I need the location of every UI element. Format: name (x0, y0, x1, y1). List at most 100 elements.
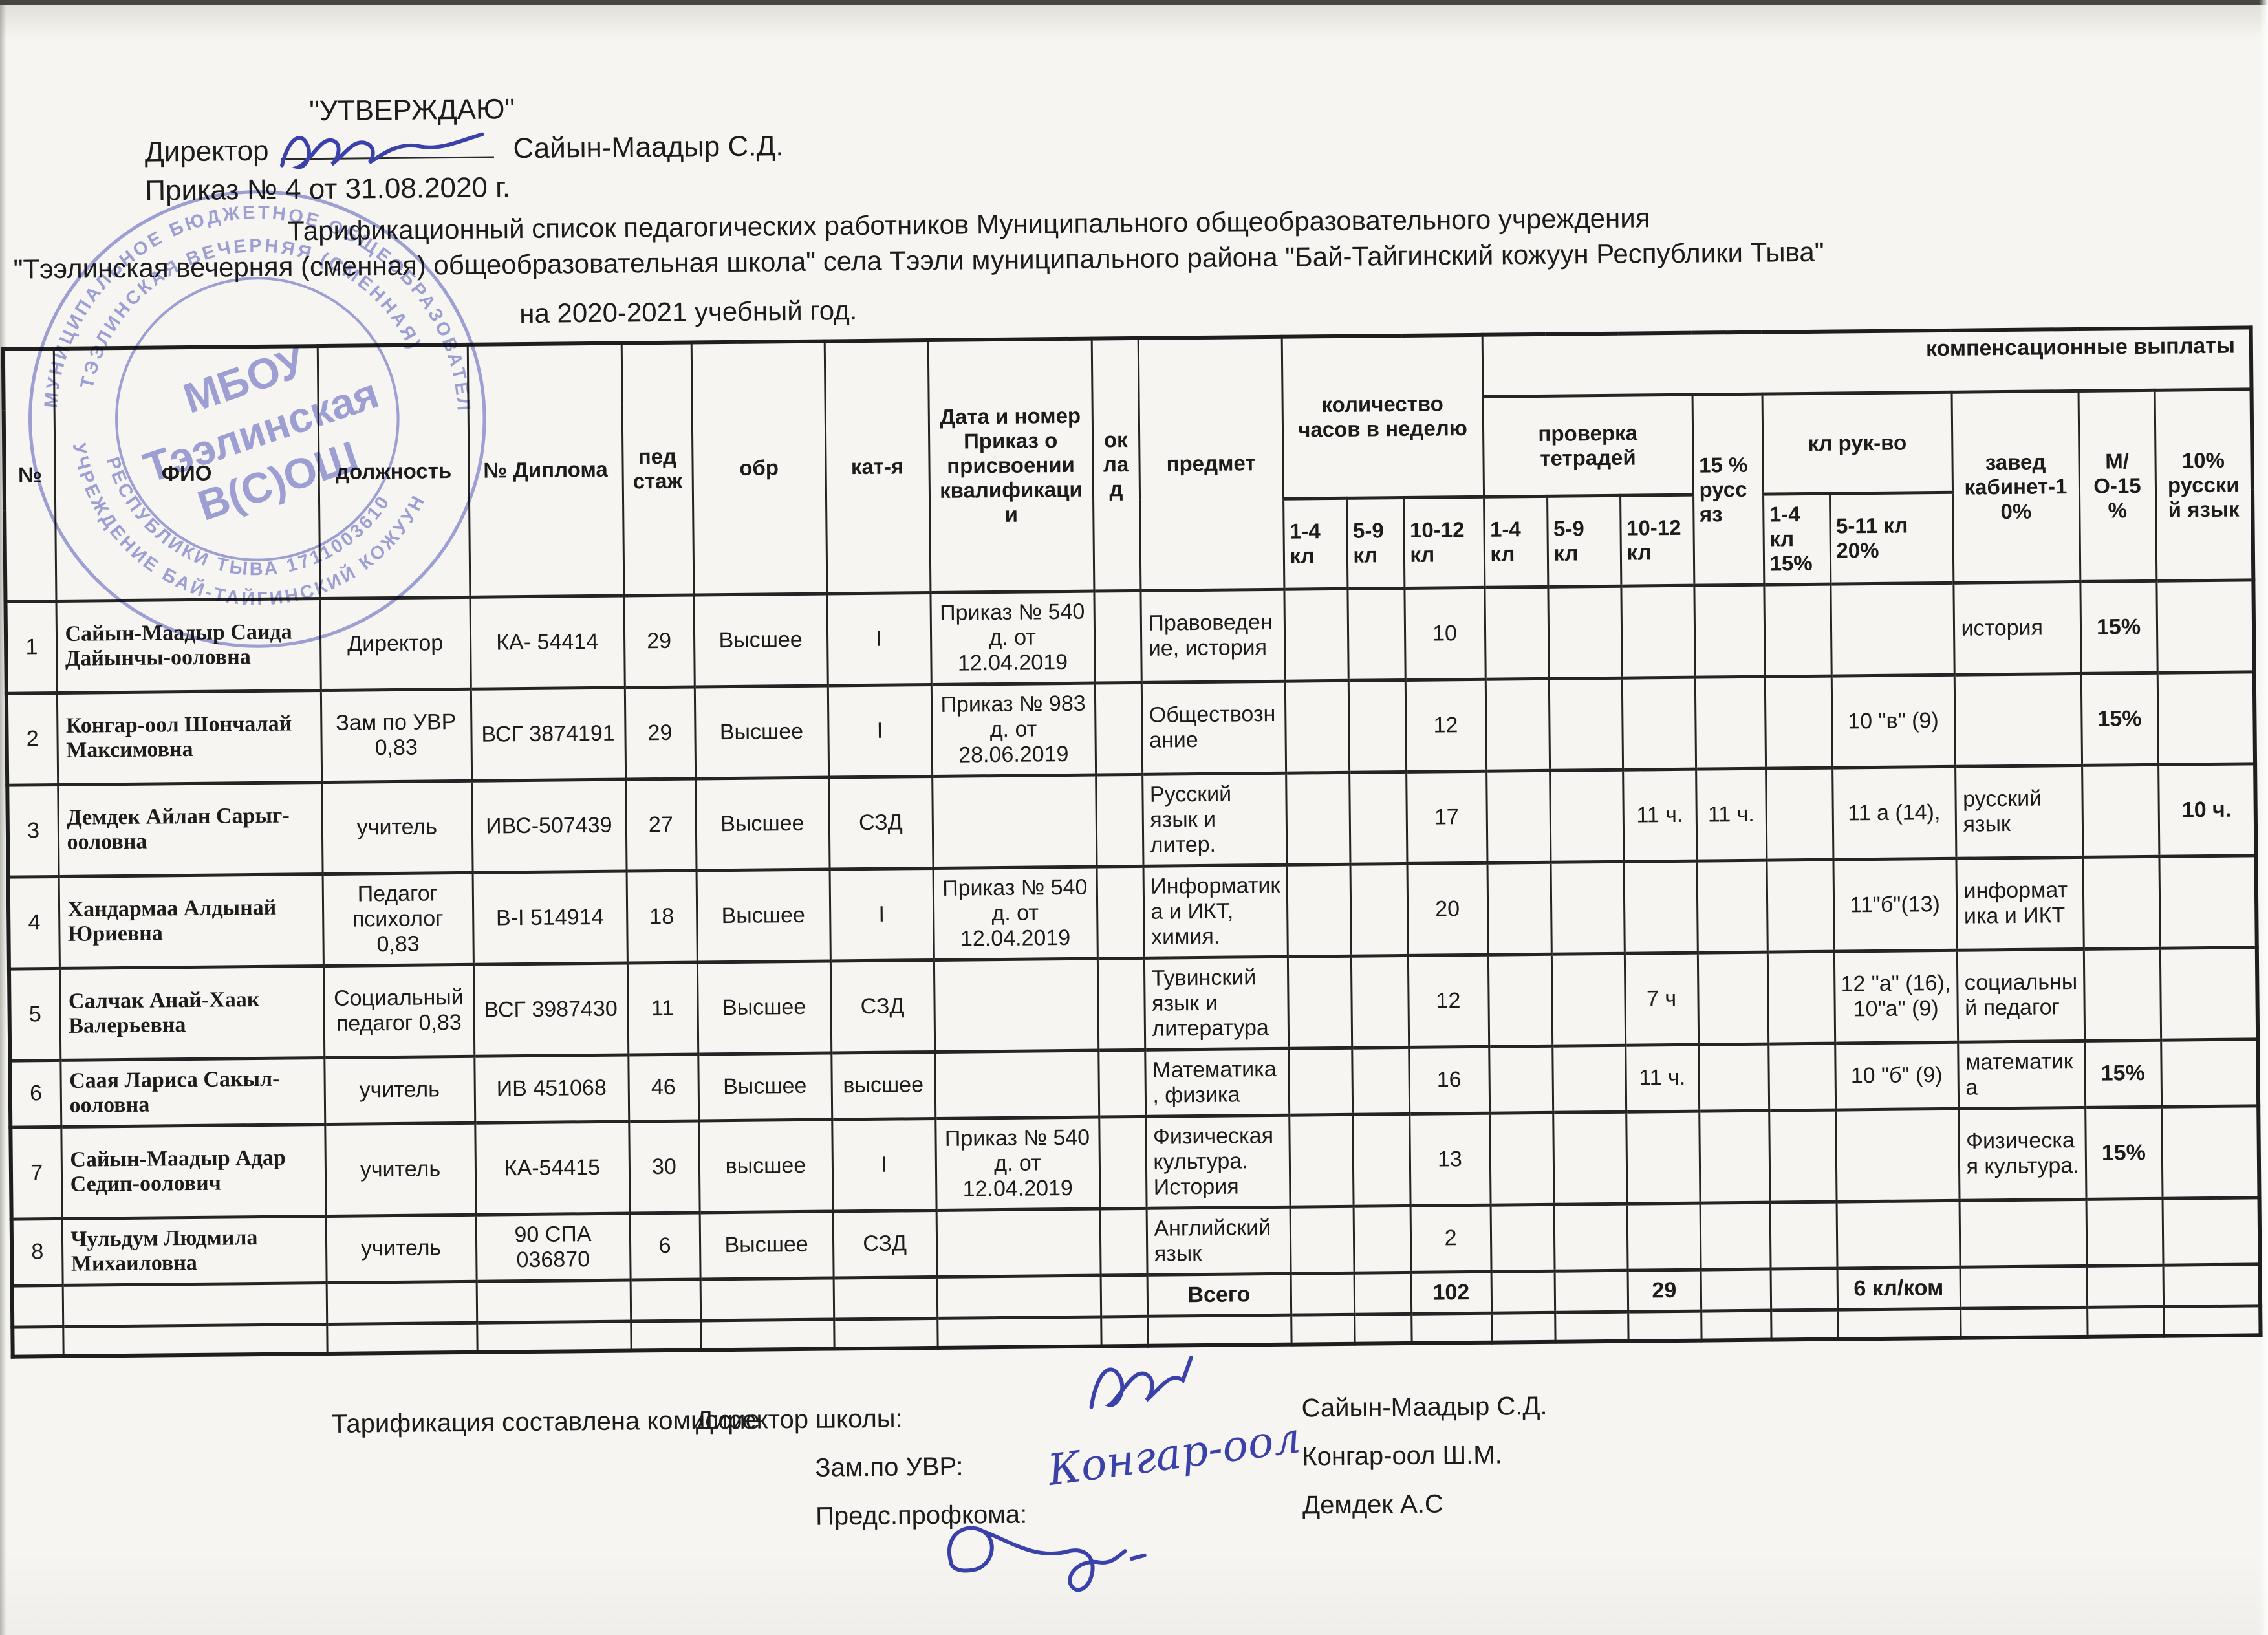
cell-num: 4 (8, 876, 59, 969)
cell-empty (477, 1321, 631, 1352)
cell-empty (326, 1281, 477, 1325)
cell-hours-10-12: 10 (1404, 587, 1485, 680)
cell-mo: 15% (2084, 1039, 2162, 1107)
col-russ15: 15 % русс яз (1692, 393, 1764, 585)
cell-hours-5-9 (1352, 1113, 1410, 1206)
cell-experience: 29 (624, 686, 696, 779)
cell-notebooks-10-12 (1626, 1202, 1701, 1270)
cell-empty (1290, 1272, 1355, 1315)
cell-category: СЗД (832, 1209, 937, 1278)
cell-hours-5-9 (1348, 679, 1407, 772)
col-salary: оклад (1091, 338, 1141, 591)
cell-russ15 (1699, 1110, 1770, 1203)
cell-diploma: ИВ 451068 (474, 1054, 629, 1123)
cell-empty (1100, 1274, 1148, 1317)
cell-num: 8 (11, 1218, 63, 1286)
cell-notebooks-1-4 (1490, 1204, 1555, 1272)
cell-lead-5-11: 12 "а" (16), 10"а" (9) (1833, 949, 1958, 1043)
col-notebooks-1-4: 1-4 кл (1484, 495, 1548, 587)
cell-hours-10-12: 16 (1409, 1046, 1490, 1114)
cell-russ15 (1697, 951, 1769, 1045)
cell-lead-1-4 (1764, 583, 1831, 677)
col-experience: пед стаж (621, 342, 694, 596)
cell-lead-5-11: 11"б"(13) (1833, 858, 1957, 951)
cell-empty (937, 1316, 1101, 1348)
cell-diploma: 90 СПА 036870 (475, 1213, 631, 1281)
cell-russ15: 11 ч. (1696, 768, 1767, 861)
cell-russ15 (1694, 676, 1766, 769)
cell-num: 6 (10, 1059, 61, 1127)
scanner-edge-left (0, 0, 6, 1635)
cell-cabinet: русский язык (1955, 764, 2083, 858)
cell-mo: 15% (2080, 580, 2157, 673)
cell-rus10 (2159, 855, 2257, 948)
cell-hours-5-9 (1353, 1205, 1411, 1273)
col-notebooks-5-9: 5-9 кл (1547, 495, 1621, 587)
cell-lead-1-4 (1769, 1109, 1837, 1202)
cell-hours-5-9 (1349, 771, 1407, 864)
cell-lead-1-4 (1766, 767, 1833, 860)
cell-salary (1094, 682, 1143, 775)
cell-mo: 15% (2080, 672, 2159, 765)
cell-education: высшее (698, 1119, 833, 1213)
cell-order: Приказ № 540 д. от 12.04.2019 (933, 866, 1097, 960)
cell-position: учитель (325, 1214, 477, 1283)
cell-empty (1628, 1310, 1701, 1341)
cell-salary (1096, 774, 1143, 867)
cell-russ15 (1694, 584, 1765, 677)
cell-hours-1-4 (1284, 680, 1350, 773)
cell-experience: 6 (629, 1212, 700, 1280)
role-director: Директор школы: (695, 1404, 903, 1435)
cell-notebooks-1-4 (1486, 770, 1551, 863)
cell-notebooks-10-12: 11 ч. (1625, 1044, 1700, 1112)
totals-class-lead: 6 кл/ком (1837, 1266, 1961, 1310)
cell-empty (476, 1279, 631, 1323)
cell-mo (2082, 856, 2160, 949)
col-category: кат-я (824, 340, 931, 594)
cell-diploma: КА-54415 (475, 1121, 630, 1215)
col-group-notebooks: проверка тетрадей (1482, 394, 1694, 497)
handwritten-kongar-ool: Конгар-оол (1044, 1413, 1304, 1495)
cell-rus10 (2156, 579, 2254, 673)
cell-hours-1-4 (1288, 1047, 1353, 1115)
cell-rus10: 10 ч. (2158, 763, 2256, 856)
col-subject: предмет (1138, 336, 1284, 590)
cell-cabinet (1954, 673, 2082, 766)
cell-hours-1-4 (1286, 863, 1351, 957)
cell-notebooks-1-4 (1484, 586, 1549, 679)
cell-teacher-name: Салчак Анай-Хаак Валерьевна (59, 966, 325, 1060)
cell-rus10 (2157, 671, 2256, 764)
col-education: обр (691, 341, 827, 595)
cell-empty (2163, 1264, 2261, 1306)
cell-hours-10-12: 12 (1405, 678, 1487, 772)
cell-category: I (827, 684, 933, 777)
cell-notebooks-1-4 (1485, 678, 1550, 771)
cell-position: Педагог психолог 0,83 (322, 872, 473, 966)
cell-teacher-name: Чульдум Людмила Михаиловна (61, 1216, 327, 1285)
cell-lead-1-4 (1766, 859, 1834, 952)
cell-education: Высшее (699, 1211, 834, 1279)
cell-notebooks-1-4 (1489, 1112, 1554, 1205)
cell-cabinet: Физическая культура. (1958, 1107, 2086, 1200)
cell-empty (1701, 1310, 1771, 1341)
cell-category: СЗД (830, 959, 935, 1053)
cell-education: Высшее (694, 685, 829, 779)
cell-position: Зам по УВР 0,83 (320, 688, 472, 783)
col-lead-5-11: 5-11 кл 20% (1830, 492, 1954, 584)
cell-empty (833, 1276, 938, 1319)
cell-empty (1101, 1316, 1148, 1347)
cell-experience: 30 (629, 1120, 700, 1213)
col-cabinet: завед кабинет-10% (1951, 390, 2080, 583)
cell-cabinet (1959, 1198, 2087, 1267)
cell-empty (2086, 1264, 2164, 1307)
col-group-compensation: компенсационные выплаты (1482, 327, 2252, 396)
cell-notebooks-10-12 (1621, 585, 1695, 678)
cell-empty (12, 1284, 63, 1327)
cell-hours-1-4 (1286, 772, 1350, 865)
stamp-outer-circle (28, 190, 486, 648)
col-hours-1-4: 1-4 кл (1283, 497, 1348, 589)
cell-empty (1960, 1306, 2088, 1338)
cell-hours-10-12: 20 (1407, 862, 1488, 955)
cell-mo (2083, 947, 2161, 1041)
cell-education: Высшее (697, 960, 832, 1054)
